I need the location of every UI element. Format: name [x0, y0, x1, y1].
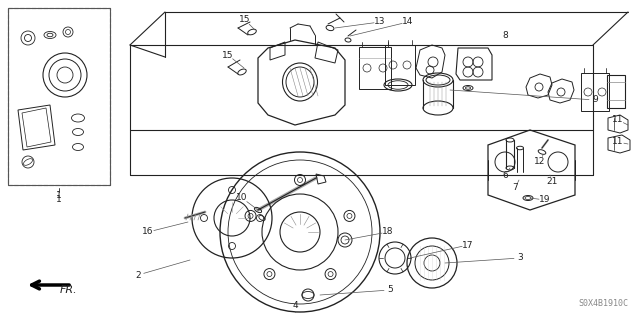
- Text: 6: 6: [502, 170, 508, 180]
- Text: 7: 7: [512, 183, 518, 192]
- Text: 9: 9: [592, 95, 598, 105]
- Text: 1: 1: [56, 190, 62, 199]
- Text: S0X4B1910C: S0X4B1910C: [578, 299, 628, 308]
- Text: 16: 16: [142, 227, 154, 236]
- Text: 8: 8: [502, 31, 508, 40]
- Text: 21: 21: [547, 177, 557, 187]
- Text: 15: 15: [222, 50, 234, 60]
- Text: 18: 18: [382, 227, 394, 236]
- Text: 1: 1: [56, 196, 62, 204]
- Text: 5: 5: [387, 286, 393, 294]
- Text: 19: 19: [540, 196, 551, 204]
- Text: FR.: FR.: [60, 285, 77, 295]
- Text: 3: 3: [517, 254, 523, 263]
- Text: 17: 17: [462, 241, 474, 249]
- Text: 12: 12: [534, 158, 546, 167]
- Text: 10: 10: [236, 194, 248, 203]
- Text: 11: 11: [612, 137, 624, 146]
- Text: 13: 13: [374, 18, 386, 26]
- Text: 2: 2: [135, 271, 141, 279]
- Text: 11: 11: [612, 115, 624, 124]
- Text: 4: 4: [292, 300, 298, 309]
- Text: 14: 14: [403, 18, 413, 26]
- Text: 15: 15: [239, 16, 251, 25]
